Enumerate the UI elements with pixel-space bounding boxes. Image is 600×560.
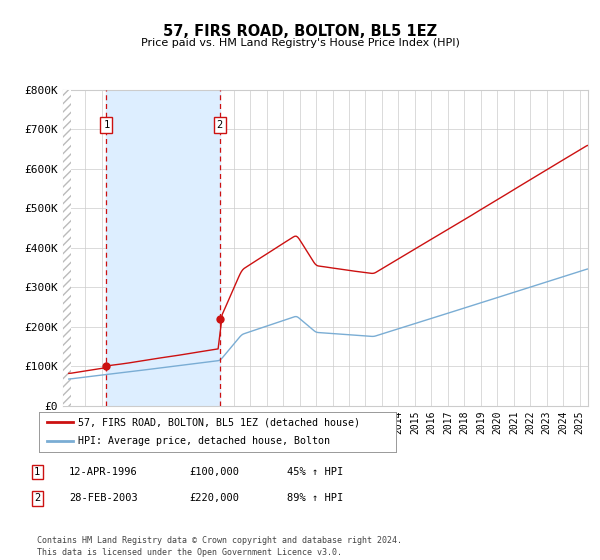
Text: £220,000: £220,000 [189,493,239,503]
Text: 1: 1 [34,467,40,477]
Text: 28-FEB-2003: 28-FEB-2003 [69,493,138,503]
Text: 2: 2 [217,120,223,130]
Text: 1: 1 [103,120,109,130]
Text: 12-APR-1996: 12-APR-1996 [69,467,138,477]
Text: Price paid vs. HM Land Registry's House Price Index (HPI): Price paid vs. HM Land Registry's House … [140,38,460,48]
Text: 57, FIRS ROAD, BOLTON, BL5 1EZ: 57, FIRS ROAD, BOLTON, BL5 1EZ [163,24,437,39]
Text: 89% ↑ HPI: 89% ↑ HPI [287,493,343,503]
Bar [106,90,220,406]
Text: Contains HM Land Registry data © Crown copyright and database right 2024.
This d: Contains HM Land Registry data © Crown c… [37,536,402,557]
Text: HPI: Average price, detached house, Bolton: HPI: Average price, detached house, Bolt… [78,436,330,446]
Text: 45% ↑ HPI: 45% ↑ HPI [287,467,343,477]
Text: 2: 2 [34,493,40,503]
Text: £100,000: £100,000 [189,467,239,477]
Text: 57, FIRS ROAD, BOLTON, BL5 1EZ (detached house): 57, FIRS ROAD, BOLTON, BL5 1EZ (detached… [78,418,360,427]
Bar [62,90,71,406]
